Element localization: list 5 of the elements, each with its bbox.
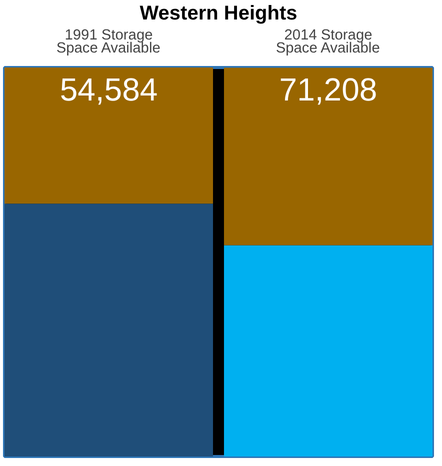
data-label: 54,584 [60, 72, 158, 108]
data-label: 71,208 [279, 72, 378, 108]
x-tick-label: 2014 Storage Space Available [276, 28, 380, 56]
chart-title: Western Heights [140, 2, 298, 24]
x-tick-label: 1991 Storage Space Available [56, 28, 160, 56]
